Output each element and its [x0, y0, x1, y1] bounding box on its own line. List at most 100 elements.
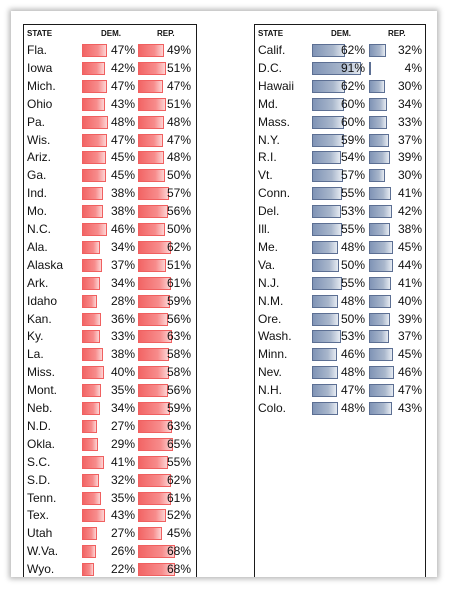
table-row: Vt. 57% 30%	[255, 167, 425, 185]
dem-cell: 22%	[82, 562, 136, 577]
rep-cell: 63%	[138, 329, 192, 344]
rep-percent: 41%	[397, 186, 422, 201]
table-row: Hawaii 62% 30%	[255, 78, 425, 96]
state-name: N.M.	[258, 293, 284, 308]
dem-data-bar	[82, 545, 97, 559]
table-header: STATE DEM. REP.	[255, 26, 425, 41]
table-row: Wis. 47% 47%	[24, 132, 196, 150]
rep-percent: 30%	[397, 168, 422, 183]
dem-cell: 38%	[82, 204, 136, 219]
rep-data-bar	[369, 258, 393, 272]
rep-data-bar	[138, 563, 175, 577]
dem-cell: 91%	[312, 61, 366, 76]
rep-percent: 55%	[166, 454, 191, 469]
dem-cell: 57%	[312, 168, 366, 183]
rep-cell: 38%	[369, 222, 423, 237]
table-row: Md. 60% 34%	[255, 96, 425, 114]
table-row: N.H. 47% 47%	[255, 382, 425, 400]
rep-cell: 61%	[138, 491, 192, 506]
rep-data-bar	[369, 223, 390, 236]
rep-cell: 45%	[369, 347, 423, 362]
rep-cell: 47%	[138, 79, 192, 94]
rep-percent: 50%	[166, 222, 191, 236]
dem-percent: 45%	[110, 168, 135, 183]
dem-data-bar	[312, 205, 341, 219]
rep-percent: 63%	[166, 329, 191, 344]
rep-data-bar	[138, 294, 170, 308]
dem-percent: 46%	[110, 222, 135, 236]
rep-header: REP.	[157, 29, 175, 38]
dem-data-bar	[82, 419, 97, 433]
rep-percent: 50%	[166, 168, 191, 183]
dem-cell: 47%	[312, 383, 366, 398]
rep-percent: 45%	[397, 347, 422, 362]
table-row: S.C. 41% 55%	[24, 454, 196, 472]
state-name: N.D.	[27, 418, 51, 433]
state-name: Ohio	[27, 96, 53, 111]
rep-data-bar	[138, 455, 168, 469]
dem-data-bar	[312, 312, 339, 326]
rep-data-bar	[369, 205, 392, 219]
rep-data-bar	[138, 223, 165, 236]
rep-cell: 46%	[369, 365, 423, 380]
dem-cell: 48%	[312, 401, 366, 416]
state-name: La.	[27, 347, 44, 362]
dem-percent: 47%	[340, 383, 365, 398]
table-row: La. 38% 58%	[24, 346, 196, 364]
dem-percent: 53%	[340, 329, 365, 344]
rep-cell: 55%	[138, 455, 192, 470]
rep-percent: 33%	[397, 114, 422, 129]
dem-data-bar	[82, 402, 101, 415]
dem-percent: 34%	[110, 239, 135, 254]
rep-data-bar	[138, 187, 169, 201]
rep-data-bar	[138, 44, 165, 57]
rep-data-bar	[138, 545, 175, 559]
state-name: N.C.	[27, 222, 51, 236]
table-row: Mont. 35% 56%	[24, 382, 196, 400]
rep-data-bar	[369, 44, 387, 57]
rep-data-bar	[138, 276, 171, 290]
rep-cell: 39%	[369, 312, 423, 327]
rep-percent: 47%	[166, 78, 191, 93]
rep-cell: 61%	[138, 276, 192, 291]
dem-percent: 38%	[110, 347, 135, 362]
rep-cell: 59%	[138, 294, 192, 309]
state-name: Md.	[258, 96, 279, 111]
dem-cell: 54%	[312, 150, 366, 165]
rep-data-bar	[138, 491, 171, 505]
dem-cell: 50%	[312, 258, 366, 273]
rep-percent: 62%	[166, 239, 191, 254]
dem-percent: 32%	[110, 472, 135, 487]
dem-percent: 48%	[340, 239, 365, 254]
table-row: Okla. 29% 65%	[24, 436, 196, 454]
state-name: Calif.	[258, 43, 286, 57]
dem-percent: 48%	[340, 293, 365, 308]
dem-cell: 41%	[82, 455, 136, 470]
rep-percent: 63%	[166, 418, 191, 433]
dem-cell: 29%	[82, 437, 136, 452]
rep-data-bar	[369, 312, 391, 326]
dem-percent: 28%	[110, 293, 135, 308]
rep-cell: 41%	[369, 276, 423, 291]
table-row: Ga. 45% 50%	[24, 167, 196, 185]
state-name: Fla.	[27, 43, 48, 57]
state-name: Ore.	[258, 311, 282, 326]
dem-data-bar	[312, 151, 342, 165]
dem-data-bar	[312, 294, 338, 308]
rep-cell: 33%	[369, 115, 423, 130]
rep-cell: 56%	[138, 383, 192, 398]
state-name: Neb.	[27, 401, 53, 415]
rep-data-bar	[369, 151, 391, 165]
state-header: STATE	[27, 29, 53, 38]
state-name: Pa.	[27, 114, 46, 129]
rep-percent: 62%	[166, 472, 191, 487]
rep-percent: 51%	[166, 96, 191, 111]
dem-percent: 47%	[110, 132, 135, 147]
dem-data-bar	[82, 223, 107, 236]
dem-percent: 42%	[110, 60, 135, 75]
left-table: STATE DEM. REP. Fla. 47% 49% Iowa 42% 51% Mich…	[23, 24, 197, 577]
dem-percent: 26%	[110, 544, 135, 559]
state-name: D.C.	[258, 60, 282, 75]
dem-data-bar	[312, 223, 342, 236]
dem-cell: 47%	[82, 43, 136, 58]
